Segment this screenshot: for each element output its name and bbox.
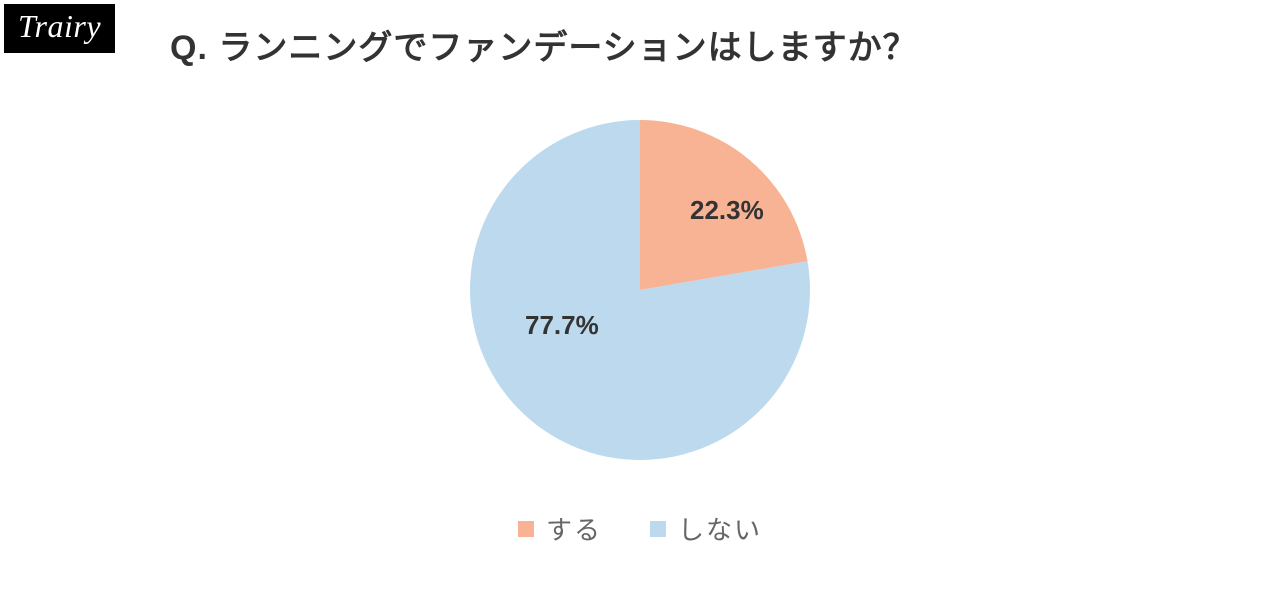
legend-label-no: しない (678, 510, 762, 547)
legend-swatch-no (650, 521, 666, 537)
legend-label-yes: する (546, 510, 602, 547)
pie-svg (470, 120, 810, 460)
legend-item-no: しない (650, 510, 762, 547)
brand-logo: Trairy (4, 4, 115, 53)
chart-title: Q. ランニングでファンデーションはしますか？ (170, 20, 918, 69)
pie-chart: 22.3% 77.7% (470, 120, 810, 460)
legend: する しない (518, 510, 762, 547)
slice-label-yes: 22.3% (690, 195, 764, 226)
slice-label-no: 77.7% (525, 310, 599, 341)
legend-item-yes: する (518, 510, 602, 547)
legend-swatch-yes (518, 521, 534, 537)
